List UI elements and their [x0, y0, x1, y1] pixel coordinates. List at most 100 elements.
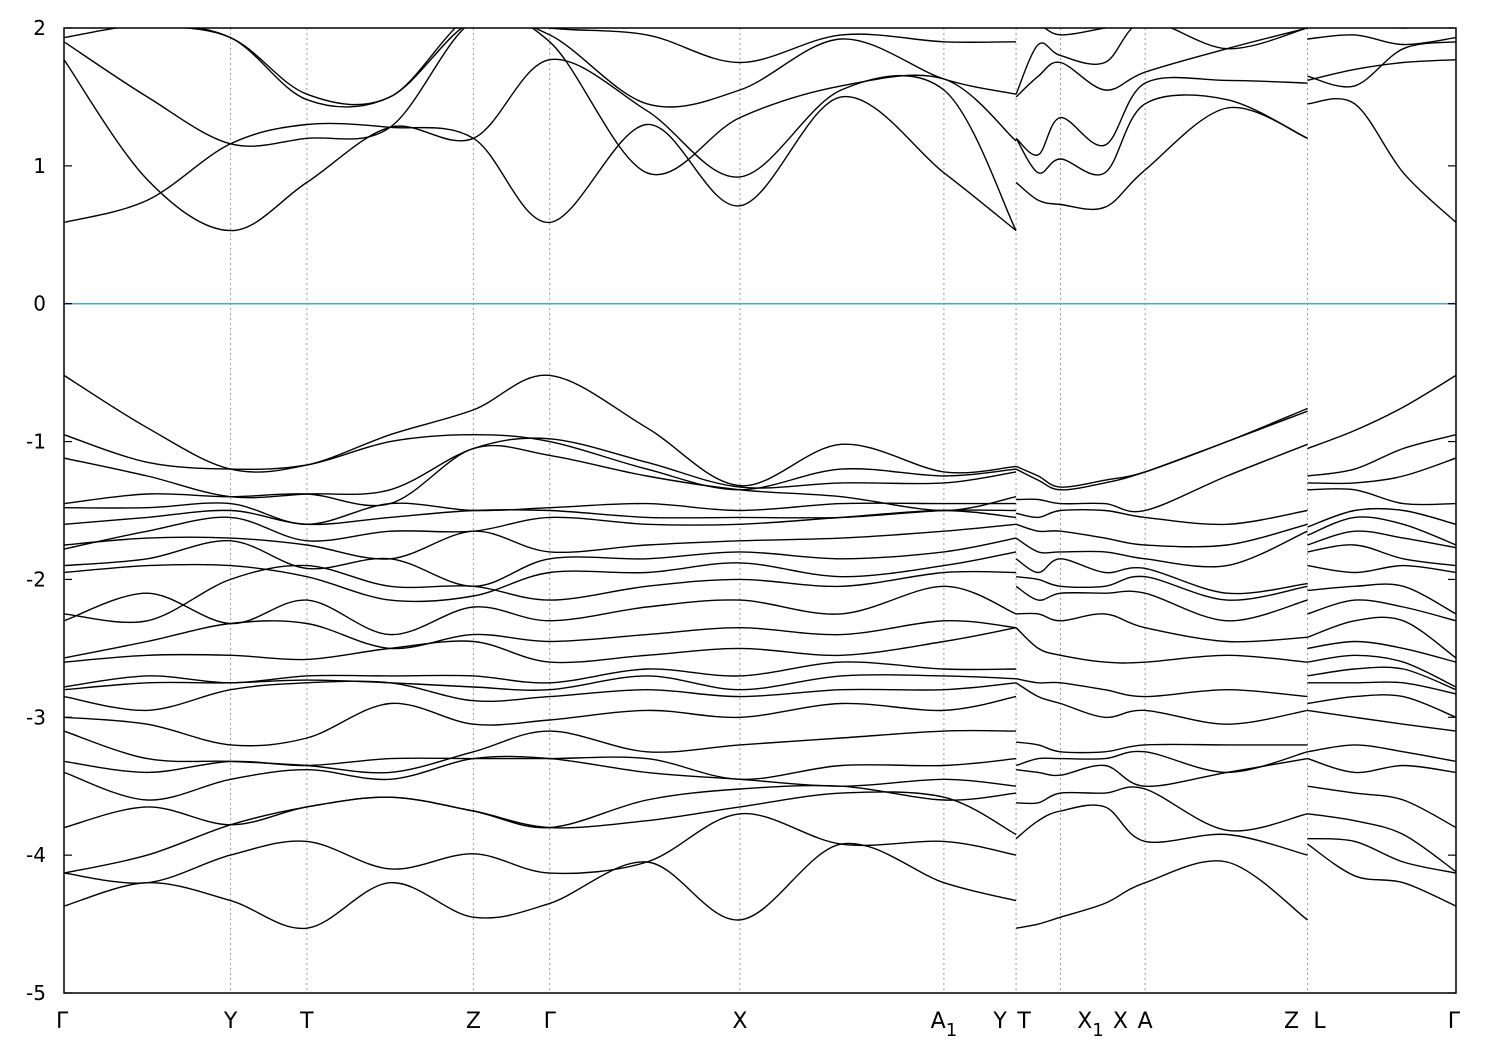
- band-line: [1307, 583, 1456, 615]
- band-line: [1307, 813, 1456, 873]
- band-line: [1307, 843, 1456, 907]
- band-line: [64, 28, 1017, 176]
- band-line: [1016, 786, 1308, 832]
- kpoint-label: Z: [1284, 1009, 1299, 1034]
- band-line: [1016, 443, 1308, 513]
- band-line: [1307, 530, 1456, 549]
- kpoint-label: X: [732, 1009, 747, 1034]
- band-line: [1015, 682, 1308, 725]
- band-line: [1307, 654, 1456, 688]
- band-line: [1307, 599, 1456, 622]
- band-line: [1307, 564, 1456, 574]
- band-line: [1307, 837, 1456, 874]
- band-line: [1015, 804, 1308, 856]
- band-line: [1015, 410, 1308, 491]
- band-line: [64, 756, 1017, 781]
- band-line: [1307, 41, 1456, 88]
- band-line: [1015, 678, 1308, 698]
- band-line: [1015, 28, 1308, 98]
- bands-group: [64, 28, 1456, 930]
- band-line: [1015, 76, 1308, 156]
- kpoint-label: X1: [1077, 1009, 1104, 1041]
- high-symmetry-lines: [230, 28, 1309, 993]
- band-line: [1307, 507, 1456, 528]
- band-line: [1015, 530, 1308, 568]
- kpoint-label: Y: [992, 1009, 1007, 1034]
- band-line: [64, 585, 1017, 636]
- band-line: [64, 791, 1017, 874]
- band-line: [64, 813, 1017, 884]
- band-line: [64, 784, 1017, 829]
- y-tick-label: 2: [33, 16, 46, 40]
- kpoint-label: X: [1113, 1009, 1128, 1034]
- band-line: [1015, 407, 1308, 488]
- band-line: [1307, 374, 1456, 450]
- y-tick-label: 1: [33, 154, 46, 178]
- band-line: [1307, 681, 1456, 695]
- band-line: [1016, 757, 1308, 787]
- band-line: [64, 537, 1017, 588]
- band-line: [64, 755, 1017, 801]
- band-line: [1307, 59, 1456, 82]
- band-line: [1015, 523, 1308, 548]
- kpoint-label: Γ: [544, 1009, 557, 1034]
- band-line: [64, 523, 1017, 560]
- band-line: [1015, 106, 1308, 211]
- band-line: [1307, 488, 1456, 506]
- band-line: [1307, 785, 1456, 829]
- band-line: [1015, 508, 1308, 526]
- kpoint-label: Γ: [56, 1009, 69, 1034]
- kpoint-label: Y: [223, 1009, 238, 1034]
- band-line: [1307, 34, 1456, 46]
- band-line: [1307, 757, 1456, 774]
- band-line: [1307, 640, 1456, 663]
- band-line: [1307, 744, 1456, 763]
- band-line: [64, 627, 1017, 664]
- band-line: [64, 96, 1017, 232]
- x-axis-kpoint-labels: Γ Y T Z Γ X A1 Y T X1 X A Z L Γ: [56, 1009, 1461, 1041]
- band-line: [1015, 750, 1308, 774]
- kpoint-label: L: [1313, 1009, 1326, 1034]
- band-line: [64, 58, 1017, 232]
- band-line: [64, 444, 1017, 512]
- band-line: [64, 661, 1017, 688]
- band-line: [177, 28, 1017, 106]
- band-line: [1016, 741, 1308, 754]
- band-line: [1307, 98, 1456, 223]
- y-tick-label: -3: [26, 705, 46, 729]
- y-tick-label: 0: [33, 292, 46, 316]
- band-line: [1307, 434, 1456, 477]
- band-line: [1307, 694, 1456, 718]
- band-line: [1015, 860, 1308, 929]
- band-line: [64, 842, 1017, 930]
- kpoint-label: A1: [931, 1009, 958, 1041]
- band-line: [64, 433, 1017, 491]
- band-line: [1015, 558, 1308, 595]
- band-line: [1016, 612, 1308, 643]
- band-line: [64, 619, 1017, 659]
- band-line: [1307, 516, 1456, 546]
- band-line: [1015, 94, 1308, 176]
- kpoint-label: A: [1138, 1009, 1153, 1034]
- band-line: [64, 695, 1017, 747]
- y-tick-label: -2: [26, 567, 46, 591]
- band-line: [1392, 28, 1416, 29]
- band-line: [1307, 544, 1456, 567]
- band-line: [1307, 666, 1456, 691]
- plot-frame: [63, 27, 1457, 994]
- kpoint-label: Γ: [1448, 1009, 1461, 1034]
- band-line: [64, 729, 1017, 774]
- band-line: [64, 374, 1017, 487]
- kpoint-label: Z: [466, 1009, 481, 1034]
- kpoint-label: T: [299, 1009, 314, 1034]
- band-line: [1016, 575, 1308, 601]
- band-line: [64, 508, 1017, 526]
- y-tick-label: -1: [26, 430, 46, 454]
- band-line: [1015, 28, 1308, 95]
- band-line: [1015, 585, 1308, 622]
- y-axis: -5 -4 -3 -2 -1 0 1 2: [26, 16, 1456, 1005]
- kpoint-label: T: [1016, 1009, 1031, 1034]
- band-line: [1015, 627, 1308, 664]
- band-line: [64, 502, 1017, 526]
